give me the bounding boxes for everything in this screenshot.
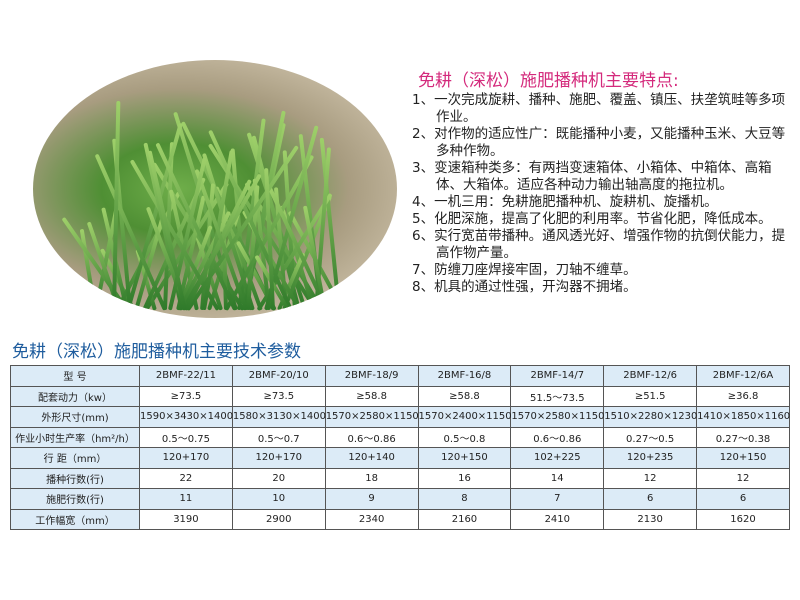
table-cell: 2130 [604,509,697,530]
row-label: 型 号 [11,366,140,387]
feature-item: 2、对作物的适应性广：既能播种小麦，又能播种玉米、大豆等多种作物。 [412,126,792,160]
features-title: 免耕（深松）施肥播种机主要特点: [418,66,679,91]
table-cell: 120+170 [140,448,233,469]
table-cell: 6 [604,489,697,510]
table-cell: 2410 [511,509,604,530]
row-label: 配套动力（kw） [11,386,140,407]
table-cell: 1570×2580×1150 [511,407,604,428]
table-cell: 0.6～0.86 [325,427,418,448]
row-label: 外形尺寸(mm) [11,407,140,428]
table-cell: 2BMF-16/8 [418,366,511,387]
table-cell: 1410×1850×1160 [697,407,790,428]
wheat-seedlings-photo [33,60,397,318]
feature-item: 1、一次完成旋耕、播种、施肥、覆盖、镇压、扶垄筑畦等多项作业。 [412,92,792,126]
table-cell: 14 [511,468,604,489]
table-cell: 2340 [325,509,418,530]
table-cell: 2BMF-12/6A [697,366,790,387]
table-cell: 2BMF-20/10 [232,366,325,387]
table-cell: ≥36.8 [697,386,790,407]
table-cell: 2160 [418,509,511,530]
table-row: 工作幅宽（mm） 3190 2900 2340 2160 2410 2130 1620 [11,509,790,530]
table-cell: 1590×3430×1400 [140,407,233,428]
table-cell: 1510×2280×1230 [604,407,697,428]
table-cell: 12 [604,468,697,489]
table-cell: 51.5～73.5 [511,386,604,407]
table-cell: 0.27～0.38 [697,427,790,448]
row-label: 工作幅宽（mm） [11,509,140,530]
table-cell: 16 [418,468,511,489]
table-cell: ≥51.5 [604,386,697,407]
row-label: 播种行数(行) [11,468,140,489]
table-cell: ≥58.8 [418,386,511,407]
table-row: 配套动力（kw） ≥73.5 ≥73.5 ≥58.8 ≥58.8 51.5～73.5 ≥51… [11,386,790,407]
table-cell: 2BMF-14/7 [511,366,604,387]
table-row: 型 号 2BMF-22/11 2BMF-20/10 2BMF-18/9 2BMF-16/… [11,366,790,387]
feature-item: 4、一机三用：免耕施肥播种机、旋耕机、旋播机。 [412,194,792,211]
table-row: 行 距（mm） 120+170 120+170 120+140 120+150 102+2… [11,448,790,469]
table-cell: 7 [511,489,604,510]
feature-item: 5、化肥深施，提高了化肥的利用率。节省化肥，降低成本。 [412,211,792,228]
row-label: 施肥行数(行) [11,489,140,510]
table-cell: 12 [697,468,790,489]
feature-item: 3、变速箱种类多：有两挡变速箱体、小箱体、中箱体、高箱体、大箱体。适应各种动力输… [412,160,792,194]
table-cell: 120+235 [604,448,697,469]
table-cell: 0.5～0.8 [418,427,511,448]
table-cell: 18 [325,468,418,489]
table-cell: 6 [697,489,790,510]
table-cell: 1580×3130×1400 [232,407,325,428]
table-cell: 120+140 [325,448,418,469]
specs-title: 免耕（深松）施肥播种机主要技术参数 [12,337,301,362]
table-cell: 0.27～0.5 [604,427,697,448]
table-cell: 11 [140,489,233,510]
table-cell: 0.5～0.75 [140,427,233,448]
feature-item: 6、实行宽苗带播种。通风透光好、增强作物的抗倒伏能力，提高作物产量。 [412,228,792,262]
table-cell: 2BMF-12/6 [604,366,697,387]
table-cell: 22 [140,468,233,489]
table-cell: 120+150 [697,448,790,469]
table-row: 施肥行数(行) 11 10 9 8 7 6 6 [11,489,790,510]
feature-item: 7、防缠刀座焊接牢固，刀轴不缠草。 [412,262,792,279]
table-row: 外形尺寸(mm) 1590×3430×1400 1580×3130×1400 1570… [11,407,790,428]
feature-item: 8、机具的通过性强，开沟器不拥堵。 [412,279,792,296]
table-cell: 1570×2400×1150 [418,407,511,428]
table-row: 作业小时生产率（hm²/h） 0.5～0.75 0.5～0.7 0.6～0.86 0.5… [11,427,790,448]
table-cell: 8 [418,489,511,510]
table-row: 播种行数(行) 22 20 18 16 14 12 12 [11,468,790,489]
table-cell: ≥73.5 [140,386,233,407]
table-cell: 2900 [232,509,325,530]
features-list: 1、一次完成旋耕、播种、施肥、覆盖、镇压、扶垄筑畦等多项作业。 2、对作物的适应… [412,92,792,296]
specs-table: 型 号 2BMF-22/11 2BMF-20/10 2BMF-18/9 2BMF-16/… [10,365,790,530]
table-cell: 102+225 [511,448,604,469]
table-cell: 2BMF-22/11 [140,366,233,387]
grass-blade [62,217,129,311]
table-cell: 1570×2580×1150 [325,407,418,428]
table-cell: 20 [232,468,325,489]
row-label: 作业小时生产率（hm²/h） [11,427,140,448]
table-cell: 120+170 [232,448,325,469]
table-cell: 0.5～0.7 [232,427,325,448]
table-cell: 120+150 [418,448,511,469]
table-cell: 0.6～0.86 [511,427,604,448]
table-cell: ≥58.8 [325,386,418,407]
table-cell: 10 [232,489,325,510]
table-cell: 2BMF-18/9 [325,366,418,387]
row-label: 行 距（mm） [11,448,140,469]
table-cell: 1620 [697,509,790,530]
table-cell: ≥73.5 [232,386,325,407]
table-cell: 9 [325,489,418,510]
table-cell: 3190 [140,509,233,530]
